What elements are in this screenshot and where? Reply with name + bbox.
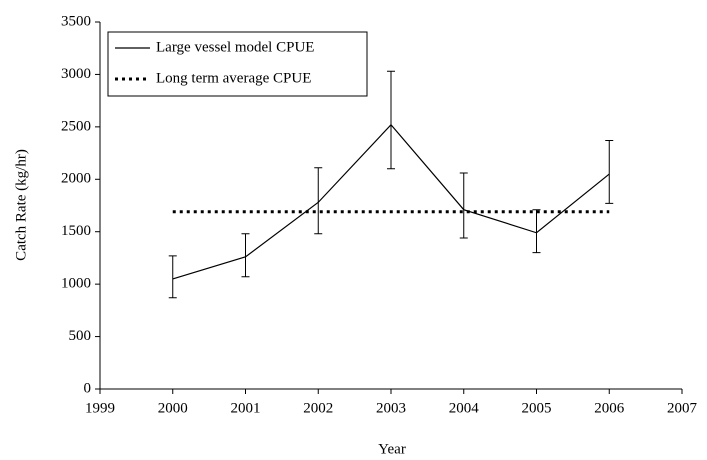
x-tick-label: 2006	[594, 400, 625, 416]
y-tick-label: 1500	[61, 223, 91, 239]
error-bar	[605, 139, 614, 204]
error-bar	[168, 255, 177, 299]
x-tick-label: 2005	[522, 400, 552, 416]
y-tick-label: 2000	[61, 171, 91, 187]
x-tick-label: 2001	[231, 400, 261, 416]
y-tick-label: 3500	[61, 13, 91, 29]
y-tick-label: 500	[69, 328, 92, 344]
error-bar	[532, 209, 541, 254]
y-axis-label: Catch Rate (kg/hr)	[13, 149, 29, 261]
y-tick-label: 3000	[61, 66, 91, 82]
x-tick-label: 2004	[449, 400, 480, 416]
error-bar	[459, 172, 468, 239]
x-tick-label: 1999	[85, 400, 115, 416]
y-tick-label: 1000	[61, 276, 91, 292]
error-bar	[241, 233, 250, 278]
y-tick-label: 2500	[61, 118, 91, 134]
error-bar	[387, 70, 395, 170]
x-tick-label: 2007	[667, 400, 698, 416]
legend-box	[107, 31, 368, 97]
x-tick-label: 2002	[303, 400, 333, 416]
legend-label: Long term average CPUE	[156, 70, 311, 86]
x-tick-label: 2003	[376, 400, 406, 416]
y-tick-label: 0	[84, 380, 92, 396]
error-bar	[314, 167, 323, 235]
x-axis-label: Year	[378, 441, 406, 457]
legend-label: Large vessel model CPUE	[156, 39, 314, 55]
x-tick-label: 2000	[158, 400, 188, 416]
